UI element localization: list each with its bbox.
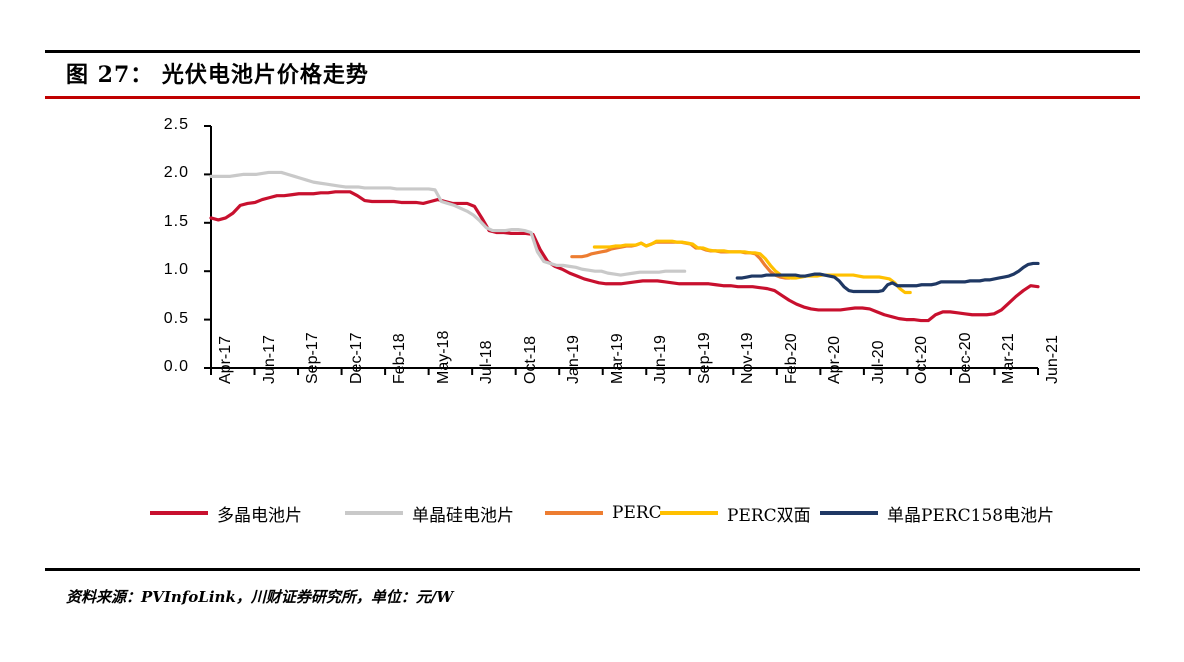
legend-item[interactable]: 单晶PERC158电池片: [820, 498, 1054, 528]
legend-item[interactable]: PERC: [545, 498, 662, 528]
legend-color-swatch: [660, 511, 718, 515]
chart-line-series: [209, 190, 1040, 323]
x-axis-tick-label: Mar-19: [608, 333, 626, 384]
legend-item[interactable]: PERC双面: [660, 498, 811, 528]
x-axis-tick-label: Dec-20: [956, 332, 974, 384]
y-axis-ticks: [204, 125, 211, 369]
x-axis-ticks: [210, 368, 1039, 375]
x-axis-tick-label: Feb-20: [782, 333, 800, 384]
legend-item-label: PERC: [612, 503, 662, 523]
x-axis-tick-label: May-18: [434, 330, 452, 384]
legend-item-label: 单晶硅电池片: [412, 505, 514, 526]
chart-line-series: [735, 261, 1040, 294]
y-axis-tick-label: 1.0: [163, 261, 189, 279]
y-axis-tick-label: 0.0: [163, 358, 189, 375]
x-axis-tick-label: Sep-19: [695, 332, 713, 384]
x-axis-tick-label: Jun-21: [1044, 335, 1061, 384]
chart-line-series: [209, 170, 687, 277]
x-axis-tick-label: Sep-17: [304, 332, 322, 384]
legend-item[interactable]: 单晶硅电池片: [345, 498, 514, 528]
x-axis-tick-label: Apr-17: [217, 335, 234, 384]
y-axis-tick-label: 2.0: [163, 164, 189, 182]
legend-item-label: 单晶PERC158电池片: [887, 505, 1055, 526]
chart-plot-area: 0.0 0.5 1.0 1.5 2.0 2.5 Apr-17 Jun-17 Sep-17 Dec…: [0, 100, 1184, 460]
y-axis-tick-label: 0.5: [163, 309, 189, 327]
x-axis-tick-label: Jun-17: [260, 335, 278, 384]
x-axis-tick-label: Feb-18: [391, 333, 409, 384]
x-axis-tick-label: Dec-17: [347, 332, 365, 384]
legend-color-swatch: [345, 511, 403, 515]
x-axis-tick-label: Nov-19: [739, 332, 757, 384]
x-axis-tick-label: Jan-19: [565, 335, 583, 384]
chart-legend: 多晶电池片 单晶硅电池片 PERC PERC双面 单晶PERC158电池片: [0, 498, 1184, 532]
legend-color-swatch: [150, 511, 208, 515]
chart-svg: [204, 125, 1040, 375]
x-axis-tick-label: Oct-18: [521, 335, 539, 384]
legend-color-swatch: [820, 511, 878, 515]
legend-item[interactable]: 多晶电池片: [150, 498, 302, 528]
chart-line-series: [592, 239, 912, 295]
header-top-rule: [45, 50, 1140, 53]
x-axis-tick-label: Jul-20: [869, 340, 887, 384]
header-bottom-rule: [45, 96, 1140, 99]
legend-item-label: 多晶电池片: [217, 505, 302, 526]
x-axis-tick-label: Mar-21: [1000, 333, 1018, 384]
x-axis-tick-label: Oct-20: [913, 335, 931, 384]
chart-series-group: [209, 170, 1040, 323]
y-axis-tick-label: 1.5: [163, 212, 189, 230]
chart-axes: [210, 126, 1038, 369]
footer-rule: [45, 568, 1140, 571]
legend-item-label: PERC双面: [727, 505, 811, 526]
x-axis-tick-label: Jul-18: [478, 340, 496, 384]
legend-color-swatch: [545, 511, 603, 515]
y-axis-tick-label: 2.5: [163, 116, 189, 133]
page-title: 图 27： 光伏电池片价格走势: [66, 62, 369, 88]
x-axis-tick-label: Apr-20: [826, 335, 844, 384]
x-axis-tick-label: Jun-19: [652, 335, 670, 384]
source-note: 资料来源：PVInfoLink，川财证券研究所，单位：元/W: [66, 588, 454, 606]
